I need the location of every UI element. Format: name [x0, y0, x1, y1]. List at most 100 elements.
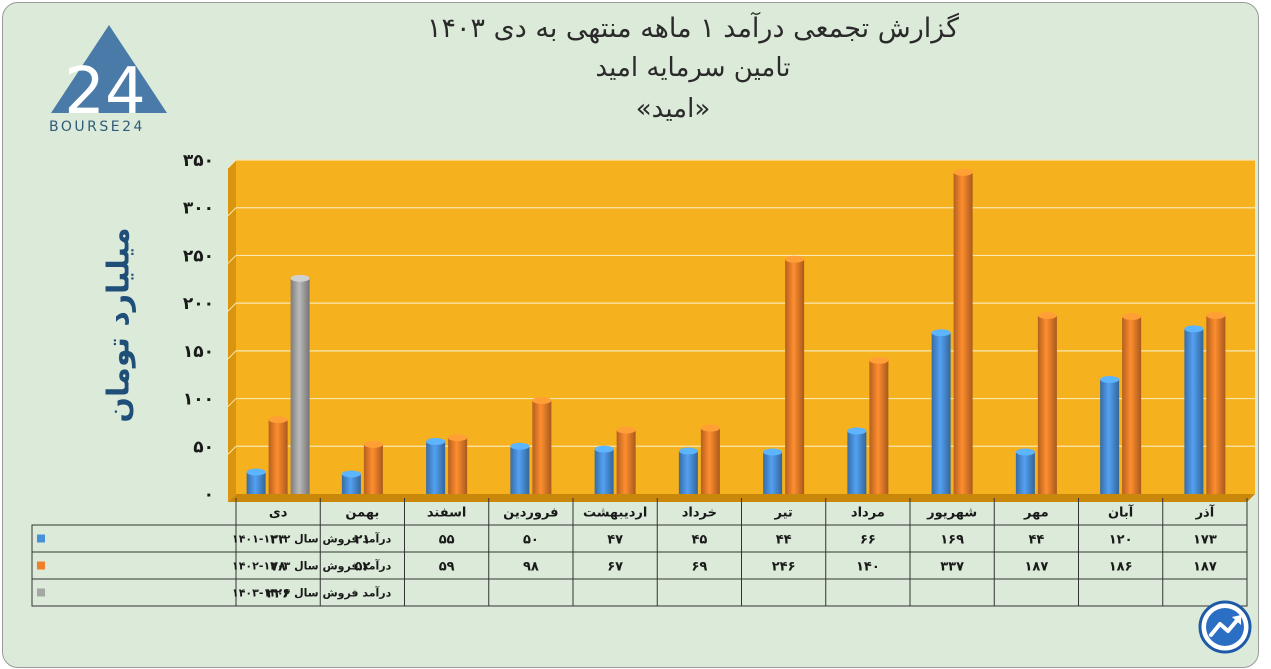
y-tick-label: ۱۵۰ — [183, 342, 214, 362]
legend-label: درآمد فروش سال ۱۴۰۲-۱۴۰۱ — [232, 532, 392, 546]
y-tick-label: ۵۰ — [193, 437, 214, 457]
bar-2 — [1206, 312, 1226, 494]
data-value-label: ۱۸۷ — [1193, 560, 1217, 575]
data-value-label: ۱۷۳ — [1193, 533, 1217, 548]
data-value-label: ۱۸۶ — [1109, 560, 1133, 575]
x-category-label: اسفند — [427, 506, 466, 521]
bar-1 — [1015, 448, 1035, 494]
x-category-label: خرداد — [682, 506, 717, 521]
x-category-label: دی — [269, 506, 288, 521]
bar-cap — [1206, 312, 1226, 320]
y-tick-label: ۳۰۰ — [183, 199, 214, 219]
bar-1 — [931, 329, 951, 494]
bar-body — [1037, 315, 1057, 494]
bar-body — [246, 472, 266, 494]
bar-2 — [953, 168, 973, 495]
x-category-label: مهر — [1023, 506, 1049, 521]
data-value-label: ۶۹ — [691, 560, 707, 575]
bar-2 — [869, 356, 889, 494]
gridline-side — [227, 207, 237, 217]
plot-side-wall — [228, 160, 236, 502]
logo-mark: 24 — [64, 55, 145, 129]
bar-cap — [246, 468, 266, 476]
gridline-side — [227, 398, 237, 407]
data-value-label: ۷۸ — [270, 560, 286, 575]
bar-2 — [785, 255, 805, 494]
bar-cap — [931, 329, 951, 337]
data-value-label: ۴۴ — [1028, 533, 1044, 548]
bar-1 — [847, 427, 867, 494]
bar-cap — [510, 442, 530, 450]
trend-badge-icon — [1198, 600, 1252, 654]
bar-cap — [616, 426, 636, 434]
plot-background — [236, 160, 1255, 494]
data-value-label: ۶۶ — [860, 533, 876, 548]
bar-2 — [448, 434, 468, 494]
bar-cap — [341, 470, 361, 478]
y-tick-label: ۲۰۰ — [183, 294, 214, 314]
data-value-label: ۱۶۹ — [940, 533, 964, 548]
bar-1 — [763, 448, 783, 494]
data-value-label: ۴۵ — [691, 533, 707, 548]
bar-1 — [678, 447, 698, 494]
bar-body — [1122, 316, 1142, 494]
bar-cap — [869, 356, 889, 364]
data-value-label: ۳۳۷ — [940, 560, 964, 575]
x-category-label: اردیبهشت — [583, 506, 647, 521]
bar-body — [290, 278, 310, 494]
data-value-label: ۱۲۰ — [1109, 533, 1133, 548]
bar-body — [1206, 315, 1226, 494]
logo-text: BOURSE24 — [49, 119, 145, 135]
chart-subtitle: تامین سرمایه امید — [595, 53, 791, 83]
bar-body — [341, 473, 361, 494]
bar-cap — [1184, 325, 1204, 333]
x-category-label: آذر — [1195, 504, 1215, 521]
bar-body — [426, 441, 446, 494]
bar-cap — [1015, 448, 1035, 456]
legend-swatch — [37, 561, 45, 570]
bar-2 — [363, 440, 383, 494]
bar-cap — [953, 168, 973, 176]
data-value-label: ۲۳ — [270, 533, 286, 548]
data-value-label: ۲۱ — [354, 533, 370, 548]
bar-cap — [532, 396, 552, 404]
bar-body — [785, 259, 805, 494]
legend-label: درآمد فروش سال ۱۴۰۴-۱۴۰۳ — [232, 586, 392, 600]
bar-body — [700, 428, 720, 494]
data-value-label: ۱۸۷ — [1024, 560, 1048, 575]
legend-swatch — [37, 534, 45, 543]
legend-swatch — [37, 588, 45, 597]
bar-cap — [785, 255, 805, 263]
bar-cap — [268, 416, 288, 424]
bar-1 — [1100, 375, 1120, 494]
data-value-label: ۵۲ — [354, 560, 370, 575]
data-value-label: ۵۰ — [523, 533, 539, 548]
legend-label: درآمد فروش سال ۱۴۰۳-۱۴۰۲ — [232, 559, 392, 573]
bar-body — [1015, 452, 1035, 494]
data-value-label: ۵۹ — [439, 560, 455, 575]
data-value-label: ۲۴۶ — [772, 560, 796, 575]
bar-body — [363, 444, 383, 494]
bar-cap — [1100, 375, 1120, 383]
bar-body — [1100, 379, 1120, 494]
bar-1 — [341, 470, 361, 494]
data-value-label: ۴۷ — [607, 533, 623, 548]
bar-1 — [426, 438, 446, 494]
data-value-label: ۴۴ — [776, 533, 792, 548]
bar-cap — [678, 447, 698, 455]
x-category-label: بهمن — [345, 506, 379, 521]
bar-body — [510, 446, 530, 494]
gridline-side — [227, 350, 237, 360]
table-border — [31, 524, 1248, 607]
bar-body — [594, 449, 614, 494]
gridline-side — [227, 302, 237, 312]
bar-body — [931, 332, 951, 494]
bar-cap — [1122, 313, 1142, 321]
bar-body — [268, 419, 288, 494]
x-category-label: مرداد — [851, 506, 885, 521]
plot-area: ۰ ۵۰ ۱۰۰ ۱۵۰ ۲۰۰ ۲۵۰ ۳۰۰ ۳۵۰ — [183, 151, 1255, 505]
y-tick-label: ۰ — [204, 485, 214, 505]
x-category-label: آبان — [1108, 504, 1134, 521]
y-tick-label: ۱۰۰ — [183, 390, 214, 410]
